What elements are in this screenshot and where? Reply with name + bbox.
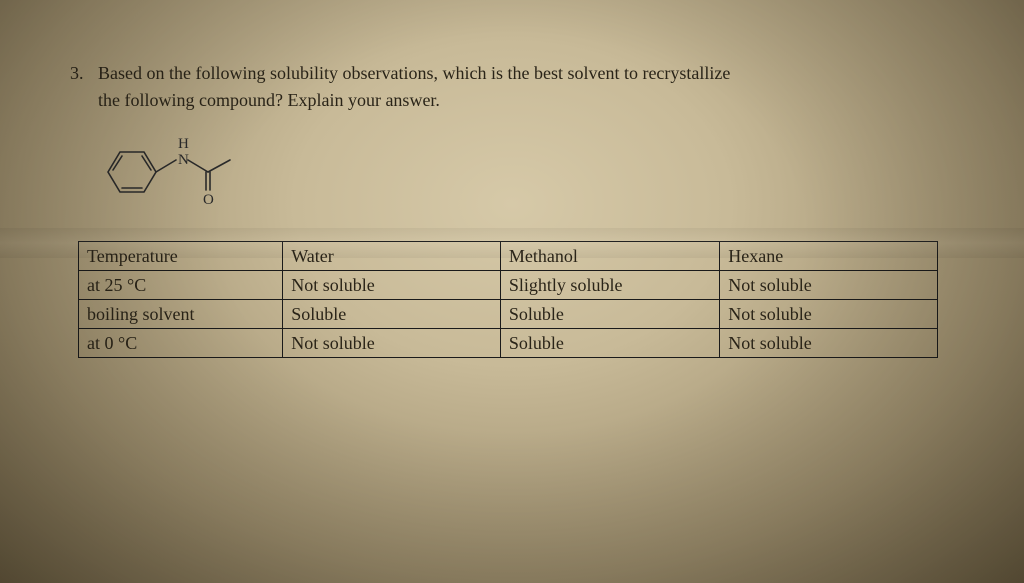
- cell-rowlabel: boiling solvent: [79, 300, 283, 329]
- label-n: N: [178, 152, 189, 168]
- question-block: 3. Based on the following solubility obs…: [70, 60, 950, 114]
- cell-water: Not soluble: [283, 329, 501, 358]
- table-row: at 25 °C Not soluble Slightly soluble No…: [79, 271, 938, 300]
- cell-methanol: Soluble: [500, 300, 719, 329]
- header-water: Water: [283, 242, 501, 271]
- table-row: boiling solvent Soluble Soluble Not solu…: [79, 300, 938, 329]
- cell-hexane: Not soluble: [720, 300, 938, 329]
- question-number: 3.: [70, 60, 98, 87]
- table-header-row: Temperature Water Methanol Hexane: [79, 242, 938, 271]
- header-methanol: Methanol: [500, 242, 719, 271]
- question-line-1: Based on the following solubility observ…: [98, 60, 950, 87]
- chemical-structure: H N O: [98, 132, 950, 217]
- cell-methanol: Slightly soluble: [500, 271, 719, 300]
- cell-hexane: Not soluble: [720, 329, 938, 358]
- cell-hexane: Not soluble: [720, 271, 938, 300]
- header-hexane: Hexane: [720, 242, 938, 271]
- cell-rowlabel: at 25 °C: [79, 271, 283, 300]
- cell-water: Not soluble: [283, 271, 501, 300]
- solubility-table: Temperature Water Methanol Hexane at 25 …: [78, 241, 938, 358]
- question-text-wrap: Based on the following solubility observ…: [98, 60, 950, 114]
- cell-methanol: Soluble: [500, 329, 719, 358]
- worksheet-page: 3. Based on the following solubility obs…: [70, 60, 950, 358]
- cell-rowlabel: at 0 °C: [79, 329, 283, 358]
- label-h: H: [178, 136, 189, 152]
- table-row: at 0 °C Not soluble Soluble Not soluble: [79, 329, 938, 358]
- question-line-2: the following compound? Explain your ans…: [98, 87, 950, 114]
- acetanilide-icon: H N O: [98, 132, 278, 212]
- cell-water: Soluble: [283, 300, 501, 329]
- header-temperature: Temperature: [79, 242, 283, 271]
- label-o: O: [203, 192, 214, 208]
